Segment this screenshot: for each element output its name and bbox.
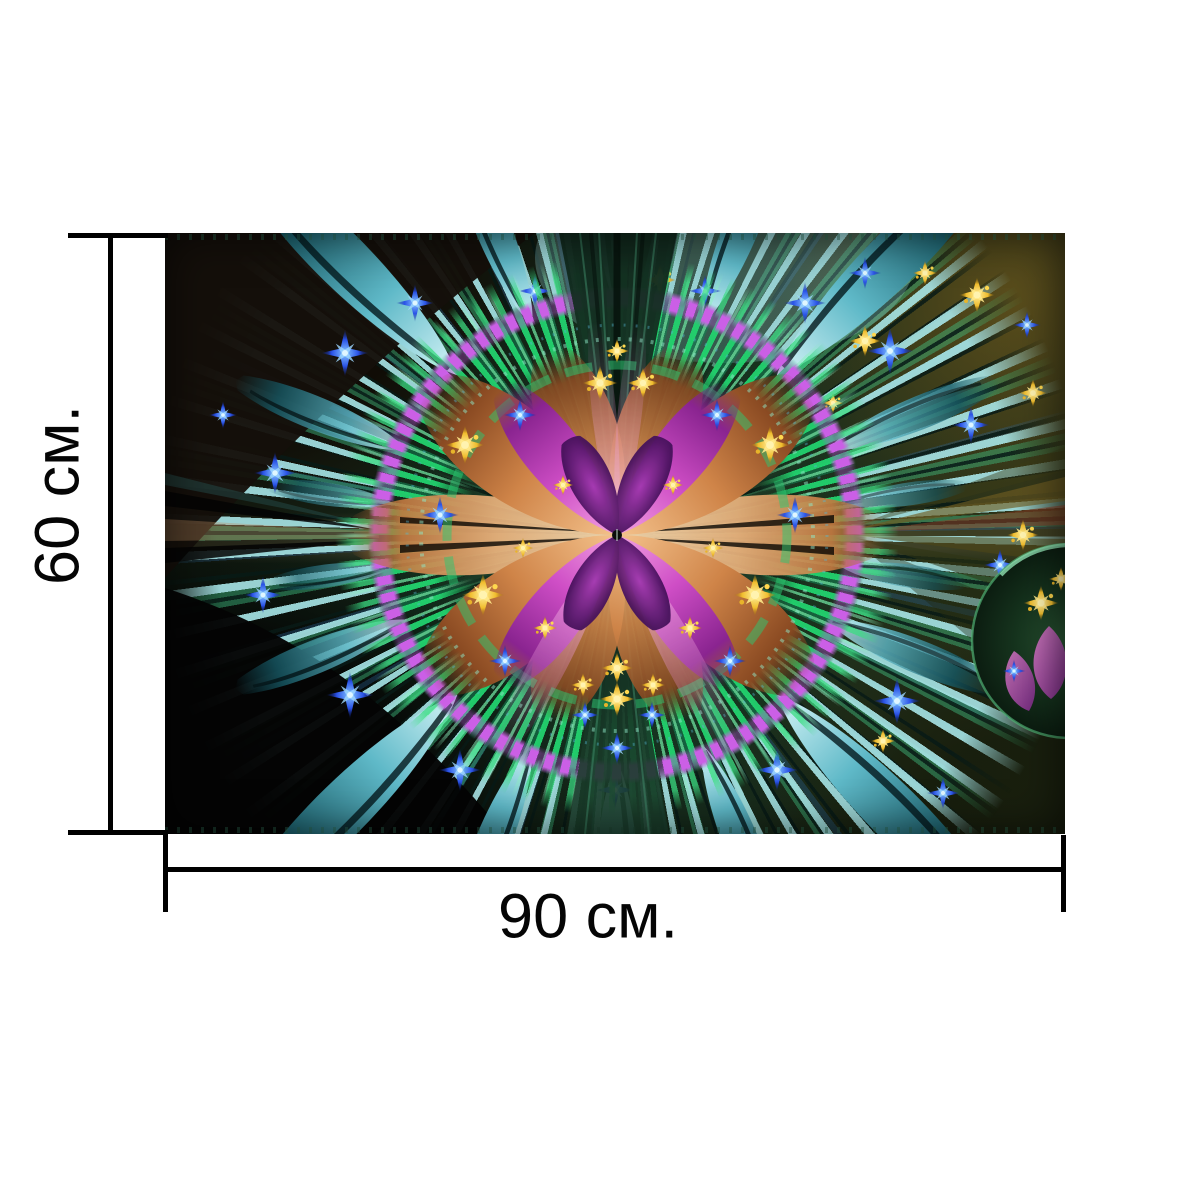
artwork-vignette (165, 233, 1065, 834)
band-stripes (400, 515, 834, 555)
width-dimension-line (165, 867, 1066, 872)
width-dimension-cap-left (163, 835, 168, 912)
height-dimension-cap-top (68, 233, 168, 238)
fractal-flower-layer (348, 233, 886, 834)
height-dimension-label: 60 см. (22, 405, 93, 585)
height-dimension-line (108, 234, 113, 834)
width-dimension-label: 90 см. (498, 881, 678, 952)
artwork-image (165, 233, 1065, 834)
height-dimension-cap-bottom (68, 830, 168, 835)
width-dimension-cap-right (1061, 835, 1066, 912)
